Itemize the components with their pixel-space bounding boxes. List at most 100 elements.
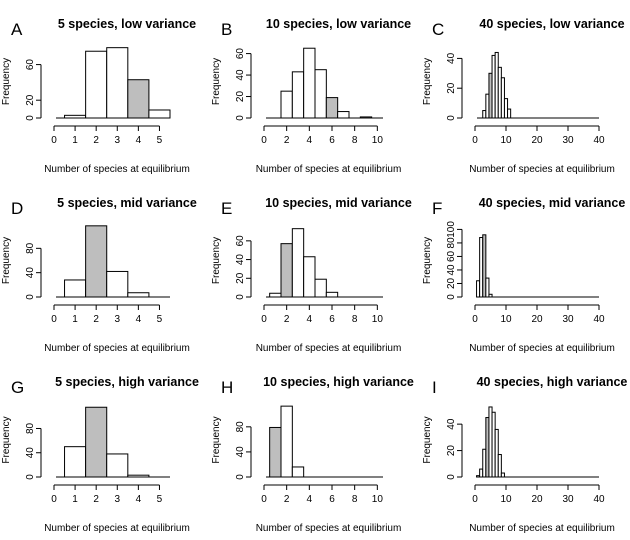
y-tick-label: 40 bbox=[235, 254, 246, 266]
x-tick-label: 8 bbox=[352, 494, 358, 505]
x-tick-label: 30 bbox=[562, 494, 574, 505]
x-tick-label: 40 bbox=[593, 494, 605, 505]
y-tick-label: 20 bbox=[235, 91, 246, 103]
histogram-bar bbox=[359, 116, 373, 119]
x-tick-label: 10 bbox=[372, 135, 384, 146]
histogram-bar bbox=[503, 98, 509, 119]
histogram-bar bbox=[500, 472, 505, 478]
y-tick-label: 60 bbox=[235, 48, 246, 60]
x-tick-label: 2 bbox=[93, 314, 99, 325]
y-tick-label: 80 bbox=[235, 421, 246, 433]
x-tick-label: 0 bbox=[472, 135, 478, 146]
x-axis-label: Number of species at equilibrium bbox=[44, 164, 190, 175]
x-tick-label: 40 bbox=[593, 135, 605, 146]
histogram-bar bbox=[291, 228, 305, 298]
y-tick-label: 80 bbox=[25, 422, 36, 434]
x-tick-label: 0 bbox=[261, 135, 267, 146]
panel-title: 40 species, high variance bbox=[477, 375, 628, 389]
histogram-bar bbox=[303, 256, 316, 298]
histogram-bar bbox=[488, 293, 493, 298]
panel-letter: D bbox=[11, 199, 23, 218]
histogram-bar bbox=[280, 90, 293, 119]
y-tick-label: 20 bbox=[446, 277, 457, 289]
y-tick-label: 80 bbox=[446, 237, 457, 249]
histogram-bar bbox=[85, 406, 108, 478]
x-tick-label: 0 bbox=[261, 314, 267, 325]
x-tick-label: 6 bbox=[329, 494, 335, 505]
y-tick-label: 20 bbox=[446, 82, 457, 94]
panel-title: 10 species, low variance bbox=[266, 17, 411, 31]
x-tick-label: 8 bbox=[352, 314, 358, 325]
x-tick-label: 2 bbox=[284, 135, 290, 146]
x-axis-label: Number of species at equilibrium bbox=[256, 164, 402, 175]
panel-d: D 5 species, mid variance 0 40 80 Frequency 0 1… bbox=[1, 196, 197, 354]
x-axis-label: Number of species at equilibrium bbox=[44, 523, 190, 534]
y-tick-label: 60 bbox=[25, 59, 36, 71]
panel-letter: H bbox=[221, 378, 233, 397]
y-tick-label: 40 bbox=[235, 446, 246, 458]
x-axis-label: Number of species at equilibrium bbox=[469, 164, 615, 175]
x-axis-label: Number of species at equilibrium bbox=[256, 523, 402, 534]
panel-b: B 10 species, low variance0204060Frequenc… bbox=[211, 17, 411, 175]
y-tick-label: 0 bbox=[235, 294, 246, 300]
histogram-bar bbox=[127, 79, 150, 119]
x-tick-label: 20 bbox=[531, 494, 543, 505]
y-axis-label: Frequency bbox=[422, 416, 433, 463]
x-tick-label: 5 bbox=[157, 135, 163, 146]
x-tick-label: 2 bbox=[93, 494, 99, 505]
x-tick-label: 6 bbox=[329, 135, 335, 146]
y-tick-label: 0 bbox=[25, 115, 36, 121]
histogram-bar bbox=[85, 50, 108, 119]
panel-title: 5 species, mid variance bbox=[57, 196, 197, 210]
histogram-bar bbox=[485, 277, 490, 298]
x-tick-label: 4 bbox=[307, 135, 313, 146]
histogram-bar bbox=[291, 466, 305, 478]
y-axis-label: Frequency bbox=[422, 237, 433, 284]
x-tick-label: 1 bbox=[72, 135, 78, 146]
y-axis-label: Frequency bbox=[1, 237, 12, 284]
histogram-bar bbox=[106, 270, 129, 298]
x-tick-label: 1 bbox=[72, 494, 78, 505]
y-tick-label: 0 bbox=[446, 115, 457, 121]
x-tick-label: 4 bbox=[136, 135, 142, 146]
x-tick-label: 10 bbox=[372, 314, 384, 325]
y-tick-label: 40 bbox=[446, 52, 457, 64]
x-tick-label: 3 bbox=[114, 314, 120, 325]
x-tick-label: 5 bbox=[157, 314, 163, 325]
y-axis-label: Frequency bbox=[211, 237, 222, 284]
y-axis-label: Frequency bbox=[1, 58, 12, 105]
x-tick-label: 0 bbox=[472, 314, 478, 325]
panel-letter: E bbox=[221, 199, 232, 218]
x-tick-label: 1 bbox=[72, 314, 78, 325]
panel-title: 5 species, low variance bbox=[58, 17, 196, 31]
y-tick-label: 0 bbox=[25, 294, 36, 300]
y-tick-label: 40 bbox=[25, 267, 36, 279]
x-tick-label: 10 bbox=[372, 494, 384, 505]
x-tick-label: 0 bbox=[261, 494, 267, 505]
histogram-bar bbox=[280, 243, 293, 298]
y-tick-label: 100 bbox=[446, 221, 457, 238]
histogram-bar bbox=[64, 446, 87, 478]
panel-a: A 5 species, low variance 0 20 60 Frequency 0 1… bbox=[1, 17, 196, 175]
y-tick-label: 0 bbox=[235, 474, 246, 480]
panel-letter: I bbox=[432, 378, 437, 397]
histogram-bar bbox=[500, 77, 505, 119]
panel-letter: A bbox=[11, 20, 23, 39]
y-tick-label: 80 bbox=[25, 242, 36, 254]
histogram-bar bbox=[106, 453, 129, 478]
x-tick-label: 20 bbox=[531, 135, 543, 146]
x-tick-label: 3 bbox=[114, 494, 120, 505]
x-axis-label: Number of species at equilibrium bbox=[256, 343, 402, 354]
x-tick-label: 4 bbox=[307, 494, 313, 505]
x-tick-label: 10 bbox=[500, 314, 512, 325]
panel-i: I 40 species, high variance 0 20 40 Frequency… bbox=[422, 375, 627, 534]
y-tick-label: 20 bbox=[235, 272, 246, 284]
panel-letter: F bbox=[432, 199, 442, 218]
panel-title: 10 species, high variance bbox=[263, 375, 414, 389]
histogram-bar bbox=[314, 278, 327, 298]
histogram-bar bbox=[303, 47, 316, 119]
panel-h: H 10 species, high variance04080Frequency… bbox=[211, 375, 414, 534]
x-tick-label: 4 bbox=[136, 494, 142, 505]
y-axis-label: Frequency bbox=[1, 416, 12, 463]
